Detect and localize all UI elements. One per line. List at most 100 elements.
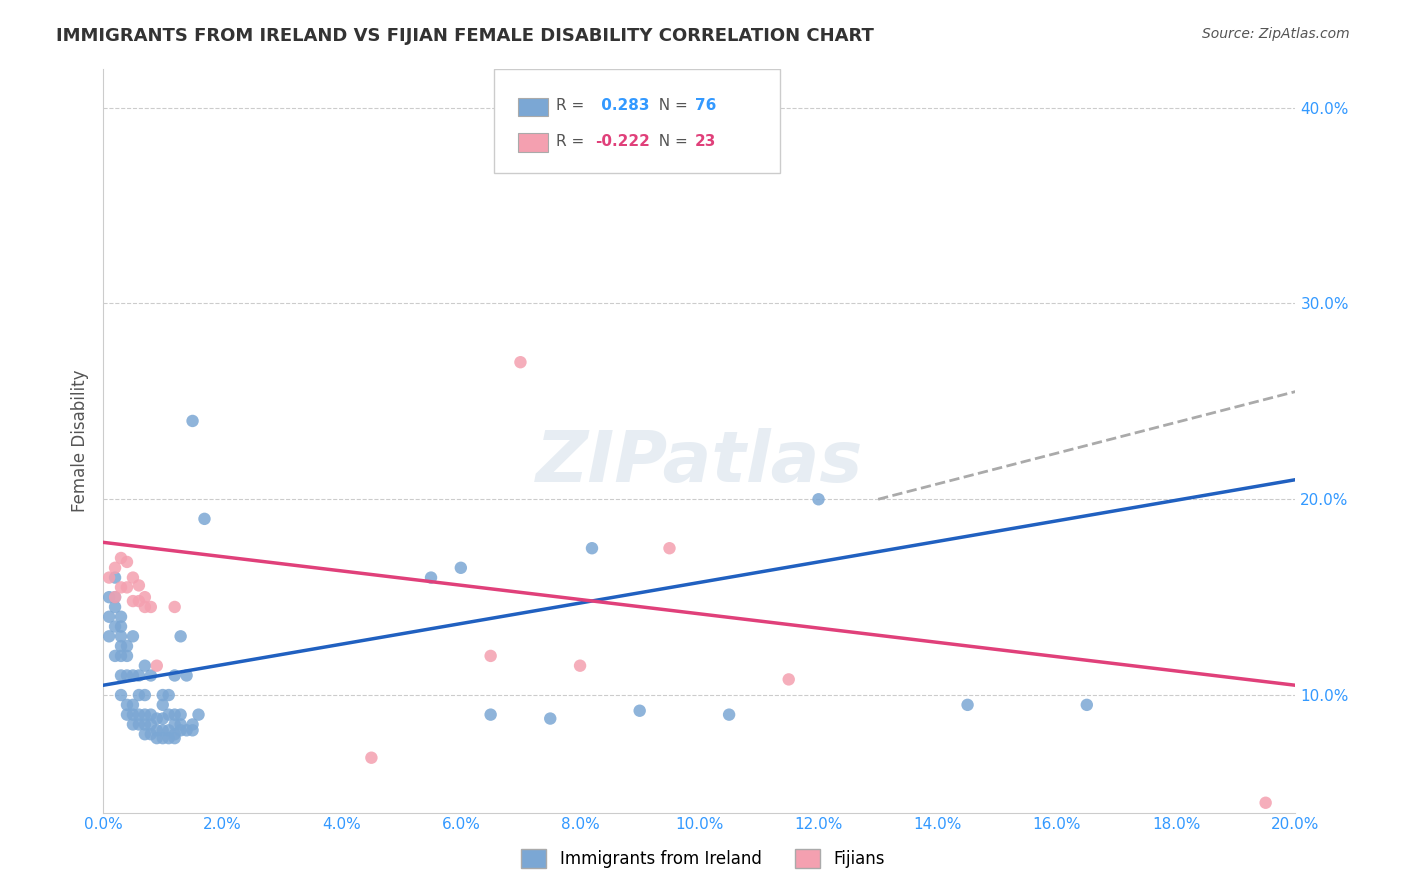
- Point: [360, 750, 382, 764]
- Point: [122, 707, 145, 722]
- Point: [104, 599, 127, 614]
- Point: [146, 658, 169, 673]
- Point: [122, 717, 145, 731]
- Point: [139, 707, 162, 722]
- Point: [115, 648, 138, 663]
- Point: [163, 727, 186, 741]
- Point: [110, 688, 132, 702]
- Point: [176, 668, 198, 682]
- Point: [420, 571, 443, 585]
- Point: [98, 571, 121, 585]
- Point: [169, 717, 191, 731]
- Legend: Immigrants from Ireland, Fijians: Immigrants from Ireland, Fijians: [515, 842, 891, 875]
- Text: 23: 23: [695, 134, 716, 149]
- FancyBboxPatch shape: [517, 97, 548, 116]
- Point: [157, 731, 180, 746]
- Point: [128, 688, 150, 702]
- Point: [134, 599, 156, 614]
- Point: [134, 688, 156, 702]
- Point: [115, 580, 138, 594]
- Point: [139, 599, 162, 614]
- Point: [110, 619, 132, 633]
- Point: [122, 629, 145, 643]
- Point: [509, 355, 531, 369]
- Point: [718, 707, 741, 722]
- Text: R =: R =: [557, 98, 589, 113]
- Point: [157, 688, 180, 702]
- Point: [163, 731, 186, 746]
- Text: -0.222: -0.222: [596, 134, 651, 149]
- Point: [128, 578, 150, 592]
- Point: [104, 648, 127, 663]
- Point: [104, 590, 127, 604]
- Text: 76: 76: [695, 98, 716, 113]
- Text: N =: N =: [650, 98, 693, 113]
- Point: [152, 712, 174, 726]
- Point: [1076, 698, 1098, 712]
- Point: [98, 590, 121, 604]
- Point: [115, 555, 138, 569]
- Point: [152, 723, 174, 738]
- Point: [628, 704, 651, 718]
- Point: [146, 723, 169, 738]
- Point: [134, 717, 156, 731]
- Point: [115, 698, 138, 712]
- Point: [115, 668, 138, 682]
- Text: IMMIGRANTS FROM IRELAND VS FIJIAN FEMALE DISABILITY CORRELATION CHART: IMMIGRANTS FROM IRELAND VS FIJIAN FEMALE…: [56, 27, 875, 45]
- Point: [104, 571, 127, 585]
- Point: [569, 658, 592, 673]
- Point: [128, 668, 150, 682]
- Point: [187, 707, 209, 722]
- Point: [110, 609, 132, 624]
- Point: [98, 629, 121, 643]
- Point: [658, 541, 681, 556]
- Point: [169, 707, 191, 722]
- Point: [163, 668, 186, 682]
- Point: [134, 707, 156, 722]
- Point: [128, 717, 150, 731]
- Point: [139, 668, 162, 682]
- FancyBboxPatch shape: [517, 133, 548, 152]
- Point: [157, 723, 180, 738]
- Point: [134, 590, 156, 604]
- Point: [122, 698, 145, 712]
- Point: [110, 639, 132, 653]
- Point: [110, 648, 132, 663]
- Point: [479, 707, 502, 722]
- Point: [538, 712, 561, 726]
- Text: N =: N =: [650, 134, 693, 149]
- Point: [778, 673, 800, 687]
- Point: [157, 707, 180, 722]
- Point: [115, 639, 138, 653]
- Point: [122, 594, 145, 608]
- Point: [163, 599, 186, 614]
- Point: [163, 717, 186, 731]
- Point: [110, 668, 132, 682]
- Point: [181, 723, 204, 738]
- Point: [193, 512, 215, 526]
- Point: [110, 551, 132, 566]
- Point: [152, 688, 174, 702]
- Point: [122, 668, 145, 682]
- Point: [110, 629, 132, 643]
- Point: [152, 698, 174, 712]
- Y-axis label: Female Disability: Female Disability: [72, 369, 89, 512]
- Point: [181, 414, 204, 428]
- Point: [128, 707, 150, 722]
- Point: [115, 707, 138, 722]
- Point: [169, 723, 191, 738]
- Point: [128, 594, 150, 608]
- Point: [176, 723, 198, 738]
- Point: [139, 717, 162, 731]
- Point: [181, 717, 204, 731]
- FancyBboxPatch shape: [495, 69, 780, 173]
- Point: [581, 541, 603, 556]
- Point: [807, 492, 830, 507]
- Point: [956, 698, 979, 712]
- Point: [110, 580, 132, 594]
- Point: [104, 561, 127, 575]
- Point: [146, 731, 169, 746]
- Point: [163, 707, 186, 722]
- Point: [104, 590, 127, 604]
- Point: [1254, 796, 1277, 810]
